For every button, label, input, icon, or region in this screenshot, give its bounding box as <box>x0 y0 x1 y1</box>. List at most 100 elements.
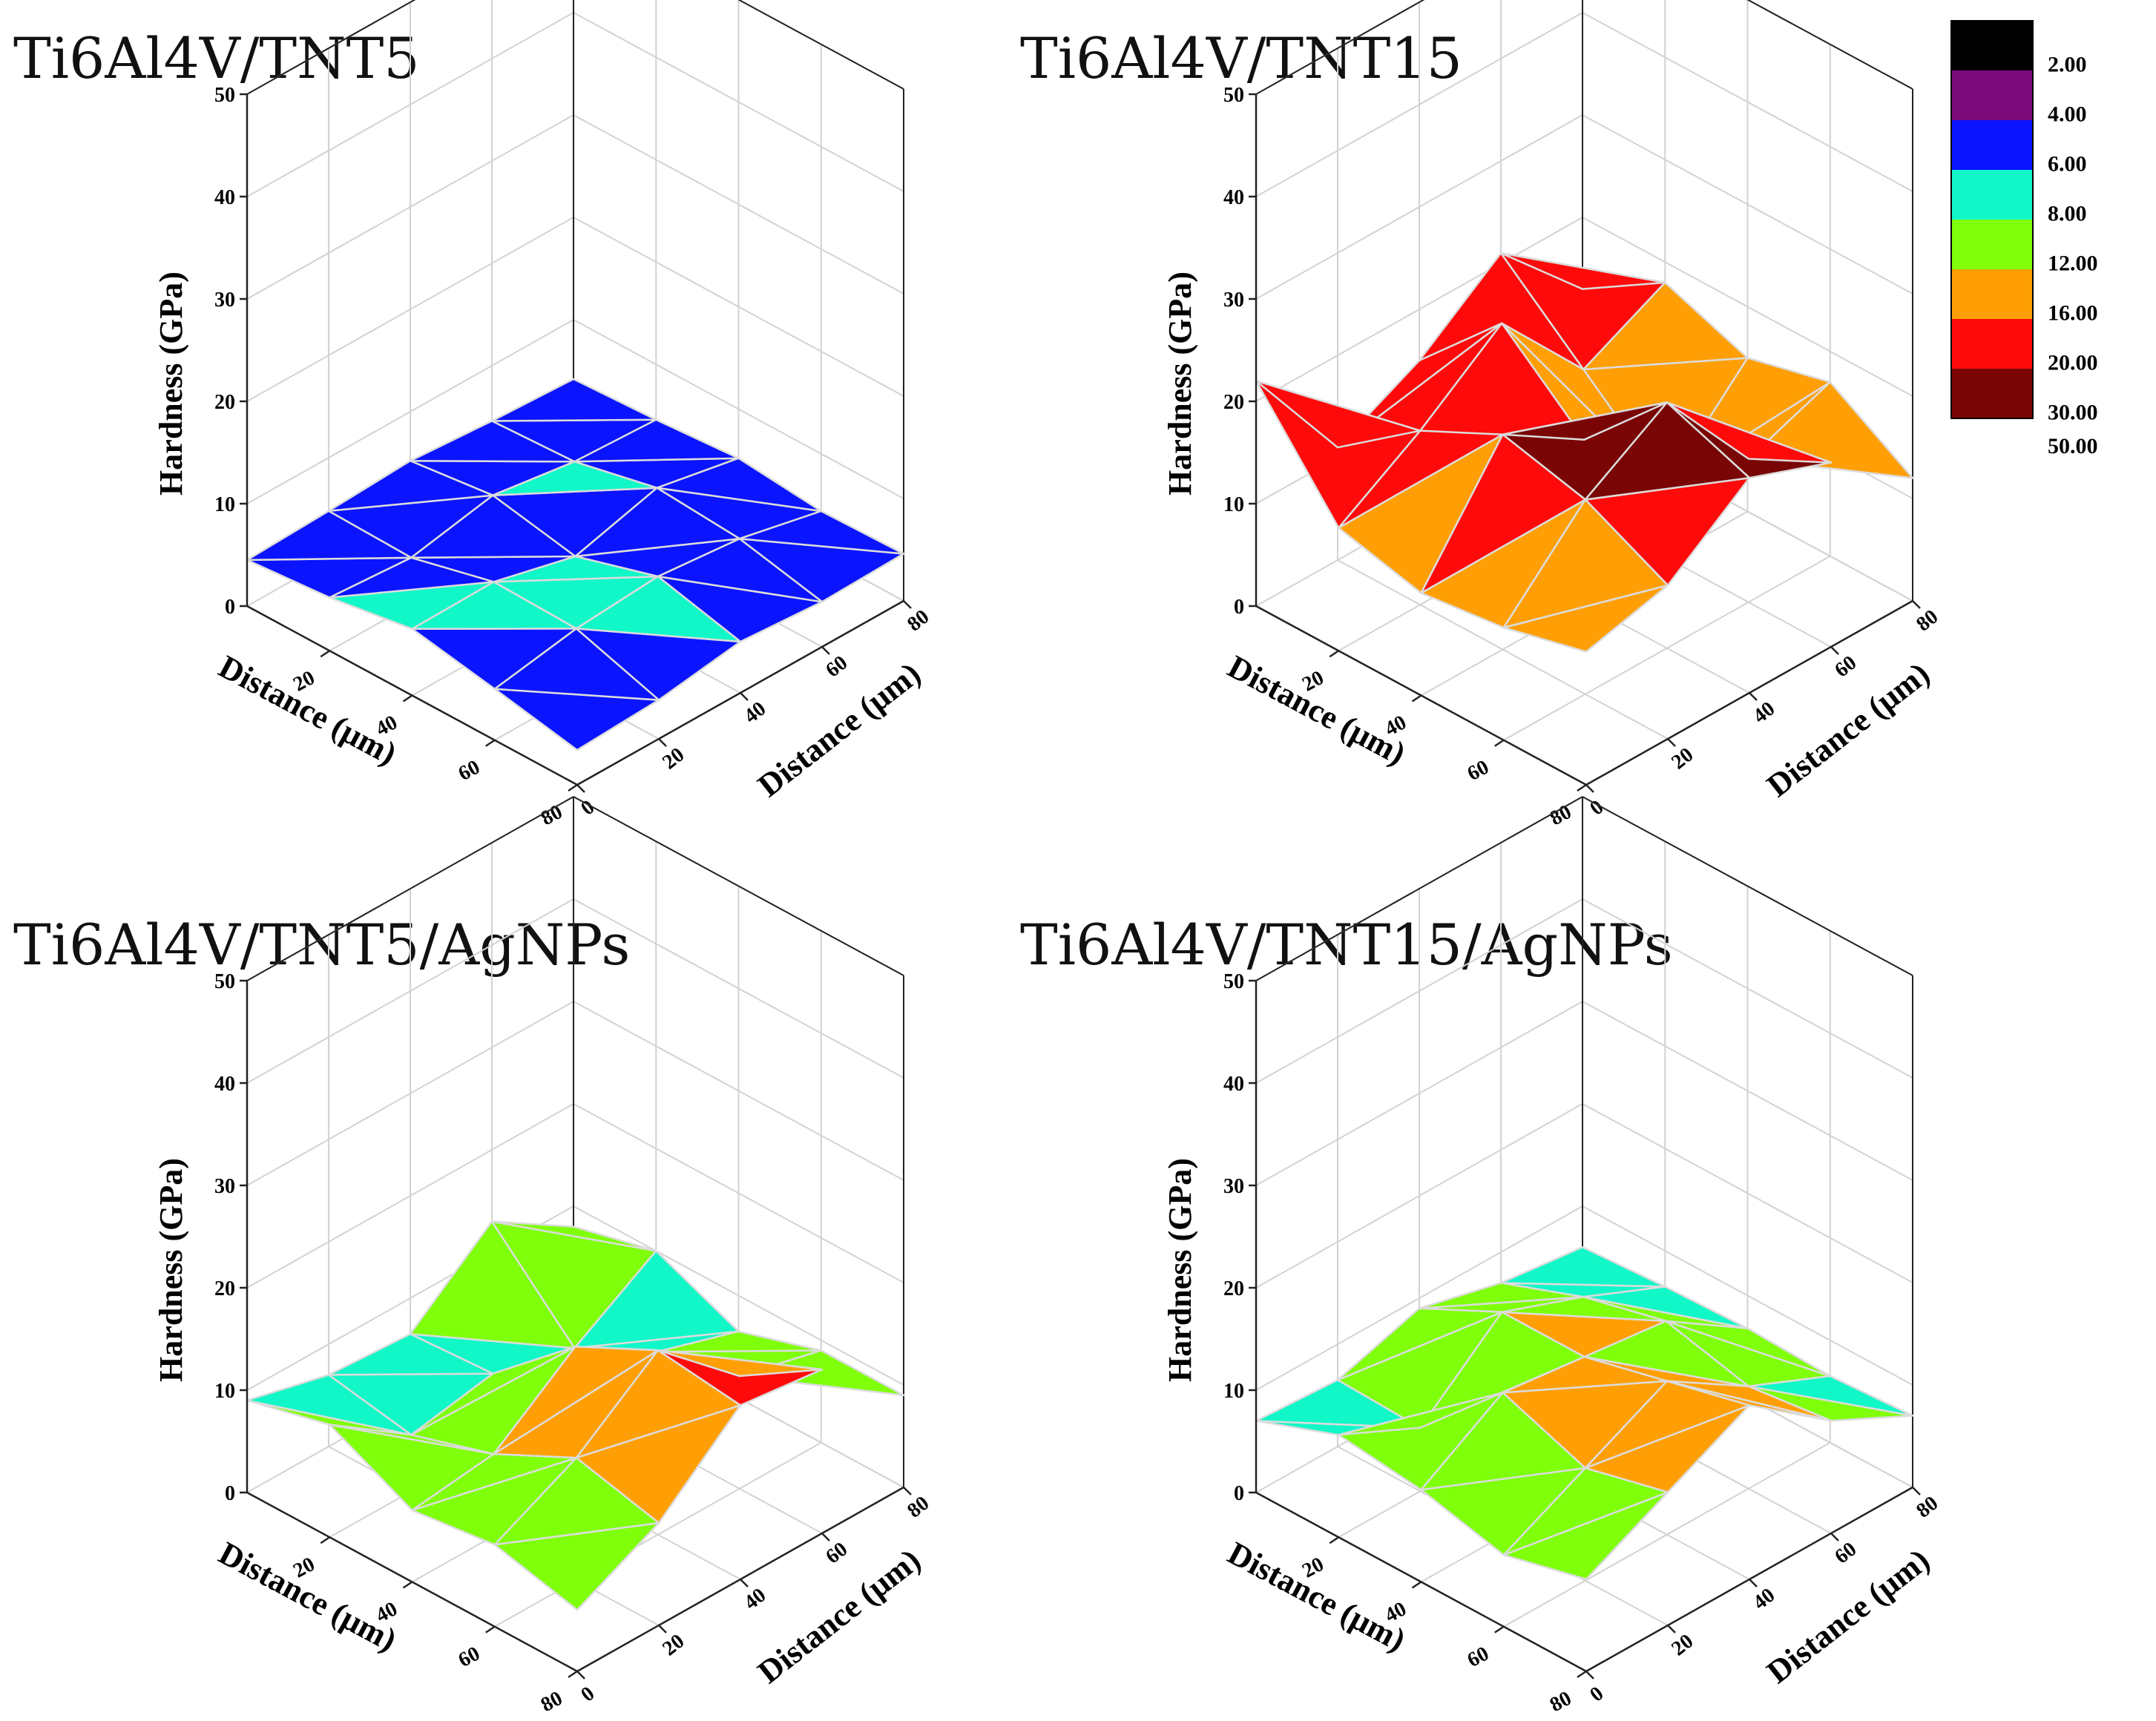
surface-facet <box>1502 498 1669 629</box>
legend-swatch <box>1951 170 2033 220</box>
surface-facet <box>1584 401 1751 501</box>
legend-swatch <box>1951 120 2033 170</box>
z-tick-label: 20 <box>214 1277 235 1300</box>
surface-facet <box>1338 1392 1504 1436</box>
x-tick-label: 60 <box>1464 1642 1493 1673</box>
y-tick-label: 20 <box>658 1630 688 1661</box>
surface-facet <box>657 1349 824 1378</box>
legend-label: 6.00 <box>2048 152 2087 177</box>
z-axis-label: Hardness (GPa) <box>1162 272 1198 496</box>
y-tick-label: 60 <box>1830 651 1861 682</box>
floor-gridline <box>1503 1441 1831 1628</box>
surface-facet <box>1666 401 1833 464</box>
surface-facet <box>573 1250 740 1349</box>
surface-facet <box>327 1333 494 1376</box>
y-tick <box>658 1625 667 1633</box>
surface-facet <box>656 457 823 513</box>
surface-facet <box>1583 1320 1750 1388</box>
y-tick <box>740 1579 749 1587</box>
y-tick <box>1667 738 1676 747</box>
surface-facet <box>1502 401 1669 441</box>
legend-label: 8.00 <box>2048 202 2087 226</box>
surface-facet <box>493 555 660 583</box>
y-tick <box>576 784 585 793</box>
legend-label: 12.00 <box>2048 251 2098 276</box>
surface-facet <box>1499 1245 1666 1288</box>
surface-panels: Ti6Al4V/TNT5 0 10 20 30 40 50 20 40 60 80 0 20 40 60 80… <box>13 0 1942 1717</box>
y-tick-label: 0 <box>576 1682 599 1706</box>
y-tick-label: 0 <box>1585 795 1608 820</box>
y-tick-label: 40 <box>1749 697 1779 728</box>
y-tick <box>1830 646 1839 655</box>
z-tick-label: 30 <box>214 1175 235 1198</box>
y-tick-label: 40 <box>740 697 770 728</box>
surface-facet <box>1420 433 1587 594</box>
surface <box>1255 1245 1914 1581</box>
legend-label: 50.00 <box>2048 434 2098 458</box>
surface-facet <box>409 420 576 463</box>
x-tick <box>568 783 578 792</box>
z-tick-label: 10 <box>214 1380 235 1403</box>
x-tick <box>485 739 496 747</box>
z-tick-label: 30 <box>214 289 235 312</box>
x-tick <box>320 1536 330 1544</box>
surface-facet <box>493 628 660 701</box>
surface-facet <box>1336 322 1503 449</box>
panel-title: Ti6Al4V/TNT5/AgNPs <box>13 912 630 978</box>
surface-facet <box>573 418 740 463</box>
x-tick <box>485 1625 496 1633</box>
y-tick-label: 80 <box>1912 605 1942 636</box>
y-tick <box>1912 600 1921 609</box>
y-tick <box>903 600 912 609</box>
surface-facet <box>1255 1379 1422 1429</box>
floor-gridline <box>1503 555 1831 741</box>
y-tick <box>576 1671 585 1679</box>
surface-facet <box>409 1220 576 1349</box>
legend-frame <box>1950 20 2034 419</box>
surface <box>246 378 905 751</box>
surface-facet <box>411 1452 578 1512</box>
z-tick-label: 40 <box>214 186 235 209</box>
surface-facet <box>493 1456 660 1546</box>
surface-facet <box>329 1424 495 1455</box>
z-tick-label: 40 <box>214 1073 235 1096</box>
x-tick-label: 60 <box>455 1642 484 1673</box>
y-tick <box>1830 1533 1839 1541</box>
x-tick <box>1329 1536 1339 1544</box>
z-tick-label: 50 <box>1223 970 1244 993</box>
z-tick-label: 0 <box>1234 1482 1244 1505</box>
surface-facet <box>575 575 742 643</box>
z-tick-label: 10 <box>1223 1380 1244 1403</box>
wall-frame <box>1582 796 1913 976</box>
z-axis-label: Hardness (GPa) <box>153 1158 189 1382</box>
legend-swatch <box>1951 369 2033 418</box>
x-tick-label: 80 <box>537 1687 566 1717</box>
surface-facet <box>490 378 657 422</box>
x-tick <box>320 650 330 658</box>
floor-gridline <box>494 1441 822 1628</box>
z-tick-label: 20 <box>214 391 235 414</box>
y-tick-label: 80 <box>903 1492 933 1523</box>
y-tick-label: 80 <box>1912 1492 1942 1523</box>
surface-facet <box>738 510 905 555</box>
surface-facet <box>1747 1375 1914 1417</box>
y-tick-label: 0 <box>1585 1682 1608 1706</box>
surface-facet <box>1336 1307 1503 1381</box>
y-tick-label: 40 <box>740 1584 770 1615</box>
y-tick-label: 20 <box>1667 1630 1697 1661</box>
legend-label: 2.00 <box>2048 53 2087 77</box>
x-tick-label: 60 <box>1464 756 1493 786</box>
surface-facet <box>246 1374 413 1436</box>
surface-facet <box>1584 1380 1751 1470</box>
surface-facet <box>575 1349 742 1459</box>
y-tick-label: 80 <box>903 605 933 636</box>
y-tick-label: 0 <box>576 795 599 820</box>
wall-frame <box>1255 796 1583 981</box>
x-tick-label: 60 <box>455 756 484 786</box>
legend-swatch <box>1951 220 2033 269</box>
legend-label: 30.00 <box>2048 401 2098 425</box>
y-tick <box>1667 1625 1676 1633</box>
